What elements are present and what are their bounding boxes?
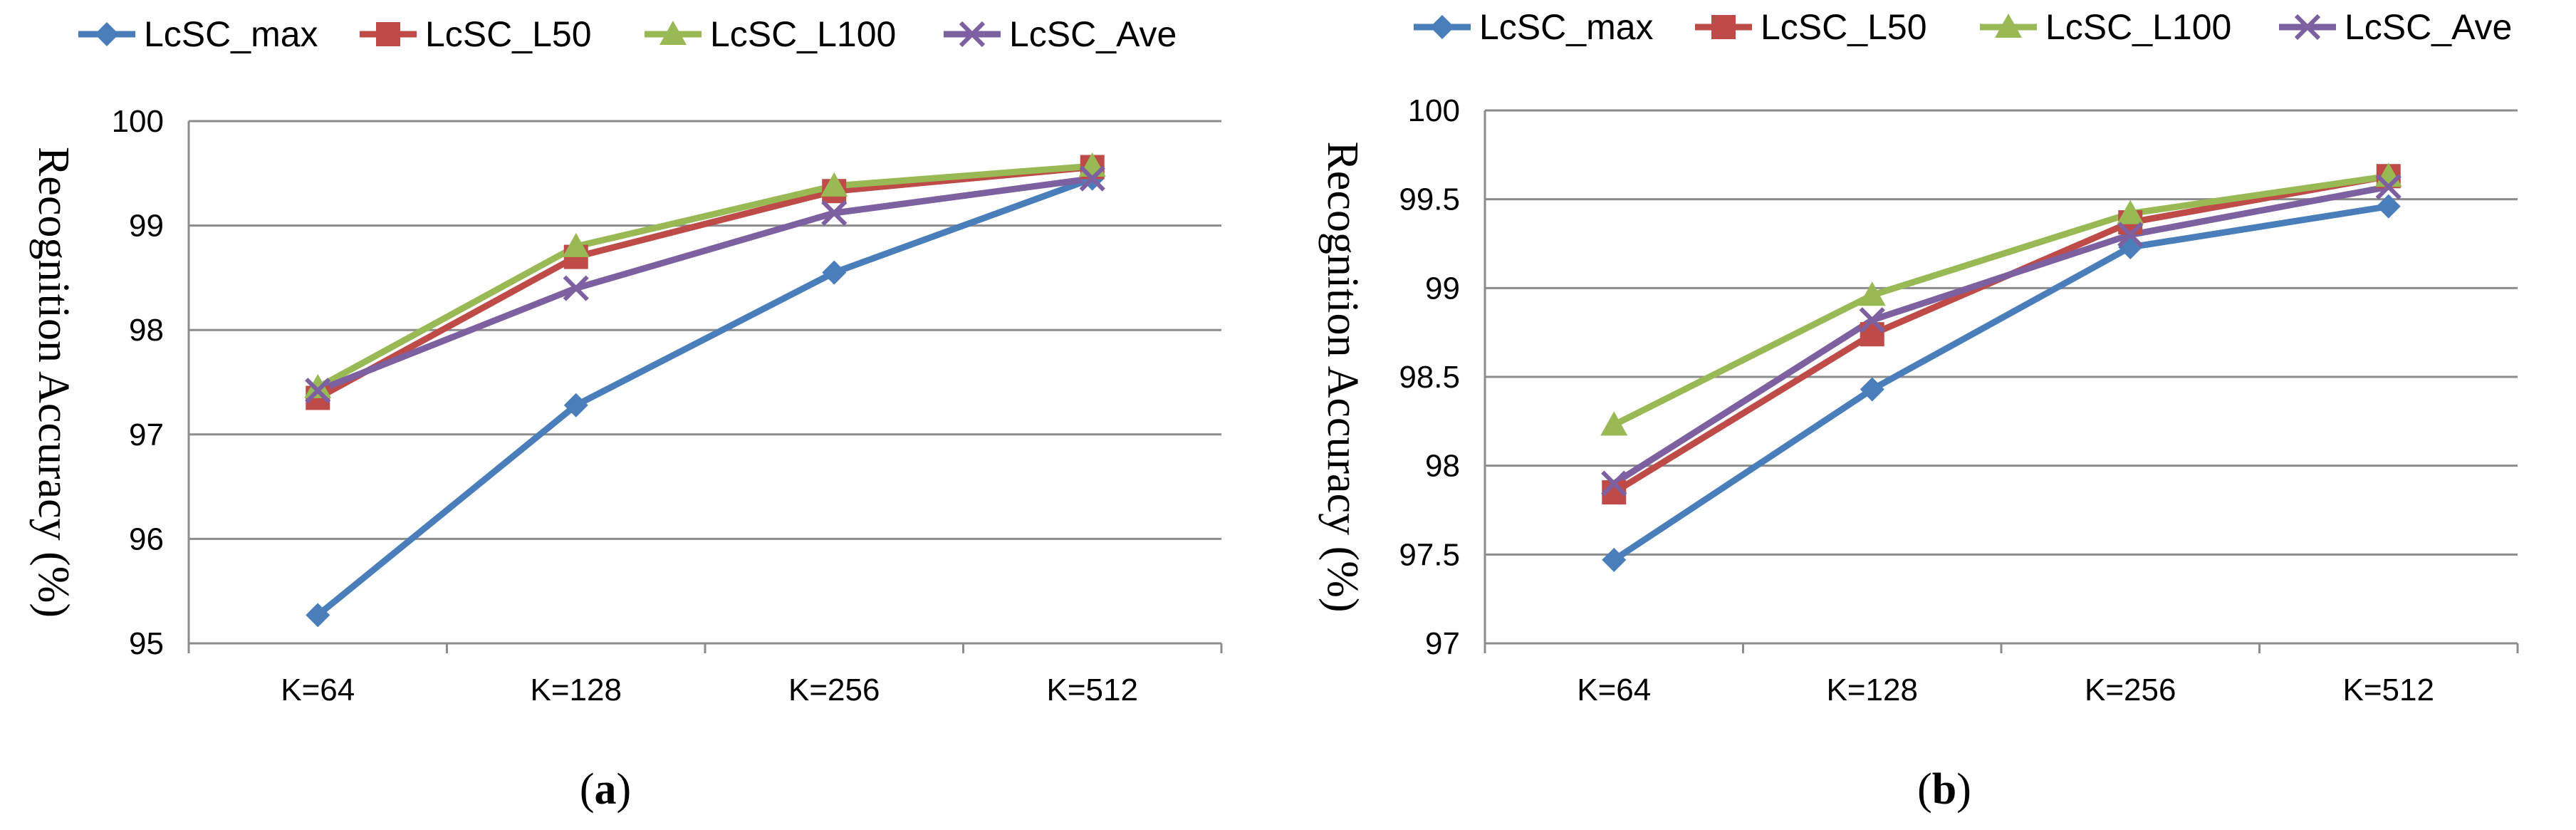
- y-tick-label: 99.5: [1399, 182, 1460, 217]
- series-line-LcSC_L100: [316, 162, 1093, 390]
- x-tick-label: K=256: [788, 673, 880, 707]
- y-tick-label: 100: [1408, 93, 1460, 128]
- chart-panel-b: 97 97.5 98 98.5 99 99.5 100 K=64 K=128 K=256 K=512…: [1318, 7, 2519, 814]
- y-tick-label: 97: [129, 417, 164, 452]
- legend-item-LcSC_L100: LcSC_L100: [645, 14, 896, 54]
- legend-label: LcSC_max: [144, 14, 318, 54]
- series-line-LcSC_Ave: [1612, 183, 2389, 487]
- data-point-LcSC_L100: [304, 373, 332, 398]
- y-tick-label: 99: [1425, 271, 1460, 306]
- legend-item-LcSC_L100: LcSC_L100: [1980, 7, 2231, 47]
- legend-item-LcSC_Ave: LcSC_Ave: [944, 14, 1177, 54]
- legend-label: LcSC_L50: [425, 14, 592, 54]
- panel-caption-label: a: [595, 765, 617, 814]
- data-point-LcSC_max: [1860, 377, 1884, 402]
- x-tick-label: K=128: [1827, 673, 1918, 707]
- panel-caption: (a): [580, 765, 631, 814]
- data-point-LcSC_Ave: [1079, 165, 1105, 192]
- series-line-LcSC_L100: [1612, 172, 2389, 428]
- legend-marker: [1995, 14, 2022, 38]
- data-point-LcSC_L100: [2117, 199, 2144, 224]
- y-tick-label: 100: [112, 104, 164, 139]
- panel-caption: (b): [1917, 765, 1971, 814]
- y-tick-label: 98.5: [1399, 360, 1460, 395]
- legend-marker: [959, 21, 986, 48]
- data-point-LcSC_Ave: [1601, 470, 1627, 497]
- series-line-LcSC_max: [316, 175, 1094, 618]
- x-tick-label: K=128: [531, 673, 622, 707]
- data-point-LcSC_max: [563, 393, 588, 417]
- legend-label: LcSC_L50: [1761, 7, 1927, 47]
- data-point-LcSC_Ave: [2117, 222, 2144, 248]
- legend-item-LcSC_L50: LcSC_L50: [360, 14, 592, 54]
- legend-label: LcSC_max: [1479, 7, 1654, 47]
- data-point-LcSC_Ave: [1859, 307, 1885, 333]
- legend-label: LcSC_Ave: [2345, 7, 2512, 47]
- panel-caption-label: b: [1932, 765, 1956, 814]
- y-tick-label: 98: [1425, 449, 1460, 484]
- y-axis-label: Recognition Accuracy (%): [1318, 141, 1367, 612]
- legend-marker: [1711, 15, 1736, 39]
- legend-label: LcSC_L100: [2045, 7, 2231, 47]
- legend-item-LcSC_Ave: LcSC_Ave: [2279, 7, 2512, 47]
- y-axis-label: Recognition Accuracy (%): [29, 147, 78, 618]
- series-line-LcSC_Ave: [316, 175, 1093, 394]
- data-point-LcSC_Ave: [563, 275, 589, 301]
- legend-label: LcSC_Ave: [1009, 14, 1177, 54]
- y-tick-label: 97: [1425, 626, 1460, 661]
- x-tick-label: K=256: [2085, 673, 2176, 707]
- x-tick-label: K=64: [1577, 673, 1651, 707]
- y-tick-label: 98: [129, 313, 164, 348]
- series-line-LcSC_max: [1612, 203, 2389, 563]
- data-point-LcSC_Ave: [2375, 174, 2402, 200]
- chart-panel-a: 95 96 97 98 99 100 K=64 K=128 K=256 K=512 LcSC_max…: [29, 14, 1223, 814]
- y-tick-label: 95: [129, 626, 164, 661]
- series-line-LcSC_L50: [316, 164, 1093, 401]
- legend-marker: [376, 22, 400, 46]
- legend-marker: [95, 22, 119, 46]
- legend-item-LcSC_max: LcSC_max: [78, 14, 318, 54]
- x-tick-label: K=512: [1047, 673, 1138, 707]
- data-point-LcSC_L100: [562, 232, 590, 257]
- y-tick-label: 99: [129, 209, 164, 244]
- legend-marker: [659, 21, 687, 45]
- legend-marker: [1430, 15, 1454, 39]
- data-point-LcSC_L100: [1600, 411, 1628, 436]
- y-tick-label: 96: [129, 522, 164, 556]
- data-point-LcSC_Ave: [821, 199, 848, 227]
- data-point-LcSC_max: [822, 260, 847, 285]
- data-point-LcSC_L100: [820, 172, 848, 197]
- x-tick-label: K=512: [2343, 673, 2434, 707]
- data-point-LcSC_max: [1602, 547, 1627, 572]
- y-tick-label: 97.5: [1399, 537, 1460, 572]
- legend-item-LcSC_max: LcSC_max: [1414, 7, 1654, 47]
- data-point-LcSC_L100: [1858, 281, 1886, 306]
- data-point-LcSC_max: [306, 603, 330, 628]
- data-point-LcSC_Ave: [305, 378, 331, 404]
- legend-marker: [2294, 14, 2321, 41]
- legend-label: LcSC_L100: [710, 14, 896, 54]
- data-point-LcSC_max: [2376, 194, 2401, 219]
- legend-item-LcSC_L50: LcSC_L50: [1695, 7, 1927, 47]
- x-tick-label: K=64: [281, 673, 355, 707]
